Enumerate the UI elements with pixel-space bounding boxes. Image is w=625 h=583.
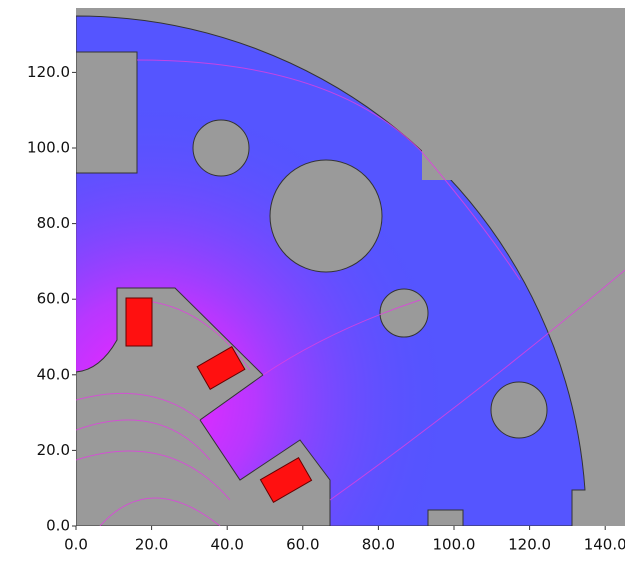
y-tick-label: 80.0 — [37, 214, 70, 232]
y-tick-label: 120.0 — [27, 63, 70, 81]
x-tick-label: 100.0 — [433, 536, 476, 554]
plot-area — [76, 8, 625, 526]
x-tick-label: 0.0 — [64, 536, 88, 554]
x-tick-label: 40.0 — [210, 536, 243, 554]
chart: 0.0 20.0 40.0 60.0 80.0 100.0 120.0 140.0 0.0 20.… — [0, 0, 625, 583]
hole — [193, 120, 249, 176]
y-tick-label: 0.0 — [46, 517, 70, 535]
x-tick-label: 80.0 — [362, 536, 395, 554]
x-tick-label: 140.0 — [584, 536, 625, 554]
y-tick-label: 40.0 — [37, 365, 70, 383]
y-tick-label: 100.0 — [27, 139, 70, 157]
x-tick-label: 20.0 — [135, 536, 168, 554]
coil — [126, 298, 152, 346]
hole — [270, 160, 382, 272]
page: {"chart_data": {"type": "field-plot", "x… — [0, 0, 625, 583]
y-tick-label: 20.0 — [37, 441, 70, 459]
y-tick-label: 60.0 — [37, 290, 70, 308]
hole — [380, 289, 428, 337]
x-tick-label: 60.0 — [286, 536, 319, 554]
notch — [428, 510, 463, 526]
hole — [491, 382, 547, 438]
x-tick-label: 120.0 — [508, 536, 551, 554]
key-block — [76, 52, 137, 173]
